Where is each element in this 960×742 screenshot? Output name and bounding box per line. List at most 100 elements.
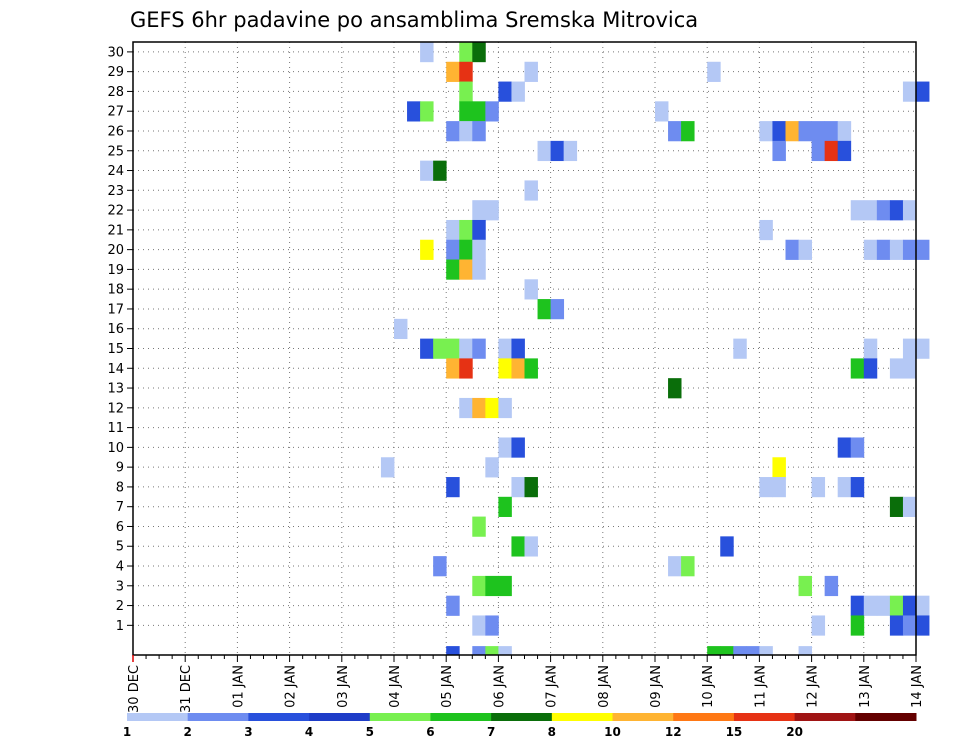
colorbar-swatch — [551, 713, 614, 721]
precip-cell — [824, 575, 839, 597]
colorbar: 1 2 3 4 5 6 7 8 10 12 15 20 — [123, 713, 917, 739]
precip-cell — [511, 358, 525, 379]
precip-cell — [837, 140, 852, 162]
precip-cell — [876, 200, 891, 221]
colorbar-swatch — [430, 713, 492, 721]
dotted-grid — [133, 42, 916, 655]
x-tick-label: 11 JAN — [753, 665, 768, 708]
colorbar-label: 5 — [366, 725, 374, 739]
precip-cell — [876, 239, 891, 260]
colorbar-swatch — [855, 713, 917, 721]
precip-cell — [681, 121, 695, 142]
precip-cell — [772, 121, 786, 142]
precip-cell — [472, 338, 486, 359]
y-tick-label: 23 — [107, 184, 124, 199]
y-tick-label: 28 — [107, 85, 124, 100]
precip-cell — [420, 239, 434, 260]
colorbar-swatch — [794, 713, 856, 721]
precip-cell — [472, 219, 486, 241]
precip-cell — [498, 575, 512, 597]
precip-cell — [733, 338, 747, 359]
precip-cell — [511, 437, 525, 458]
colorbar-label: 15 — [726, 725, 743, 739]
y-tick-label: 10 — [107, 441, 124, 456]
precip-cell — [785, 239, 799, 260]
precip-cell — [446, 219, 460, 241]
precip-cells — [380, 42, 930, 656]
precip-cell — [420, 101, 434, 122]
y-tick-label: 13 — [107, 382, 124, 397]
precip-cell — [798, 239, 812, 260]
y-tick-label: 26 — [107, 124, 124, 139]
precip-cell — [668, 378, 682, 399]
precip-cell — [420, 160, 434, 181]
precip-cell — [537, 299, 551, 320]
y-tick-label: 25 — [107, 144, 124, 159]
precip-cell — [772, 140, 786, 162]
precip-cell — [498, 358, 512, 379]
y-tick-label: 30 — [107, 45, 124, 60]
x-tick-label: 01 JAN — [231, 665, 246, 708]
x-tick-label: 30 DEC — [127, 665, 142, 713]
x-tick-label: 06 JAN — [492, 665, 507, 708]
x-tick-label: 10 JAN — [701, 665, 716, 708]
precip-cell — [485, 101, 499, 122]
precip-cell — [446, 477, 460, 498]
y-tick-label: 12 — [107, 401, 124, 416]
precip-cell — [811, 121, 826, 142]
precip-cell — [485, 646, 499, 656]
precip-cell — [889, 358, 904, 379]
precip-cell — [889, 615, 904, 636]
x-tick-label: 07 JAN — [545, 665, 560, 708]
precip-cell — [759, 477, 773, 498]
precip-cell — [472, 575, 486, 597]
y-tick-label: 17 — [107, 302, 124, 317]
precip-cell — [472, 259, 486, 280]
precip-cell — [916, 615, 930, 636]
precip-cell — [668, 556, 682, 577]
y-tick-label: 19 — [107, 263, 124, 278]
y-tick-label: 8 — [116, 480, 124, 495]
precip-cell — [902, 615, 917, 636]
colorbar-label: 6 — [426, 725, 434, 739]
precip-cell — [916, 239, 930, 260]
y-tick-label: 24 — [107, 164, 124, 179]
precip-cell — [863, 338, 878, 359]
y-tick-label: 5 — [116, 540, 124, 555]
x-tick-label: 09 JAN — [649, 665, 664, 708]
precip-cell — [772, 457, 786, 478]
precip-cell — [511, 338, 525, 359]
colorbar-label: 20 — [786, 725, 803, 739]
precip-cell — [850, 595, 865, 616]
precip-cell — [811, 477, 826, 498]
precip-cell — [459, 219, 473, 241]
precip-cell — [394, 318, 408, 340]
precip-cell — [459, 358, 473, 379]
precip-cell — [889, 595, 904, 616]
precip-cell — [459, 101, 473, 122]
precip-cell — [498, 397, 512, 419]
y-tick-label: 29 — [107, 65, 124, 80]
precip-cell — [563, 140, 578, 162]
precip-cell — [681, 556, 695, 577]
precip-cell — [668, 121, 682, 142]
precip-cell — [485, 575, 499, 597]
precip-cell — [863, 358, 878, 379]
precip-cell — [472, 615, 486, 636]
precip-cell — [759, 219, 773, 241]
colorbar-swatch — [309, 713, 371, 721]
precip-cell — [863, 200, 878, 221]
x-tick-label: 04 JAN — [388, 665, 403, 708]
precip-cell — [916, 338, 930, 359]
precip-cell — [524, 477, 538, 498]
precip-cell — [811, 615, 826, 636]
precip-cell — [472, 239, 486, 260]
precip-cell — [459, 259, 473, 280]
precip-cell — [889, 496, 904, 517]
precip-cell — [902, 496, 917, 517]
colorbar-label: 4 — [305, 725, 313, 739]
precip-cell — [472, 200, 486, 221]
precip-cell — [459, 397, 473, 419]
precip-cell — [511, 81, 525, 102]
precip-cell — [772, 477, 786, 498]
